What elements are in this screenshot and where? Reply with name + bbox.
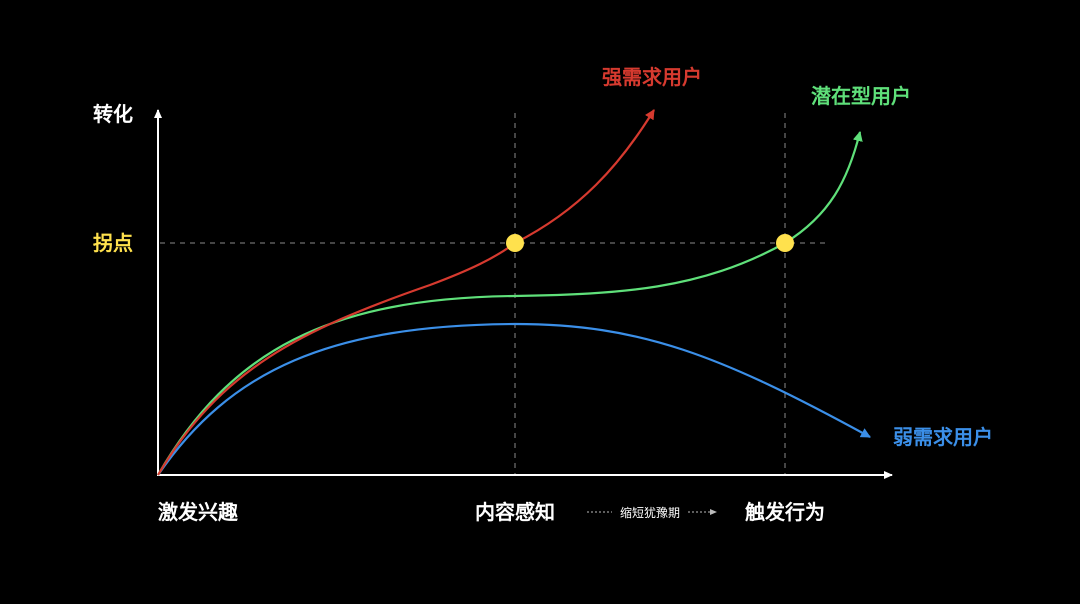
inflection-label: 拐点 [93, 231, 133, 255]
series-label-weak: 弱需求用户 [893, 425, 993, 449]
inflection-point-potential [776, 234, 794, 252]
stage-label-content: 内容感知 [475, 500, 555, 524]
strong-demand-curve [157, 109, 655, 476]
y-axis-label: 转化 [93, 102, 133, 126]
weak-demand-curve [157, 322, 871, 476]
stage-label-action: 触发行为 [745, 500, 825, 524]
series-label-strong: 强需求用户 [602, 65, 702, 89]
potential-user-curve [157, 131, 863, 476]
series-label-potential: 潜在型用户 [811, 84, 911, 108]
stage-label-interest: 激发兴趣 [158, 500, 239, 524]
shorten-note-label: 缩短犹豫期 [620, 505, 680, 520]
inflection-point-strong [506, 234, 524, 252]
